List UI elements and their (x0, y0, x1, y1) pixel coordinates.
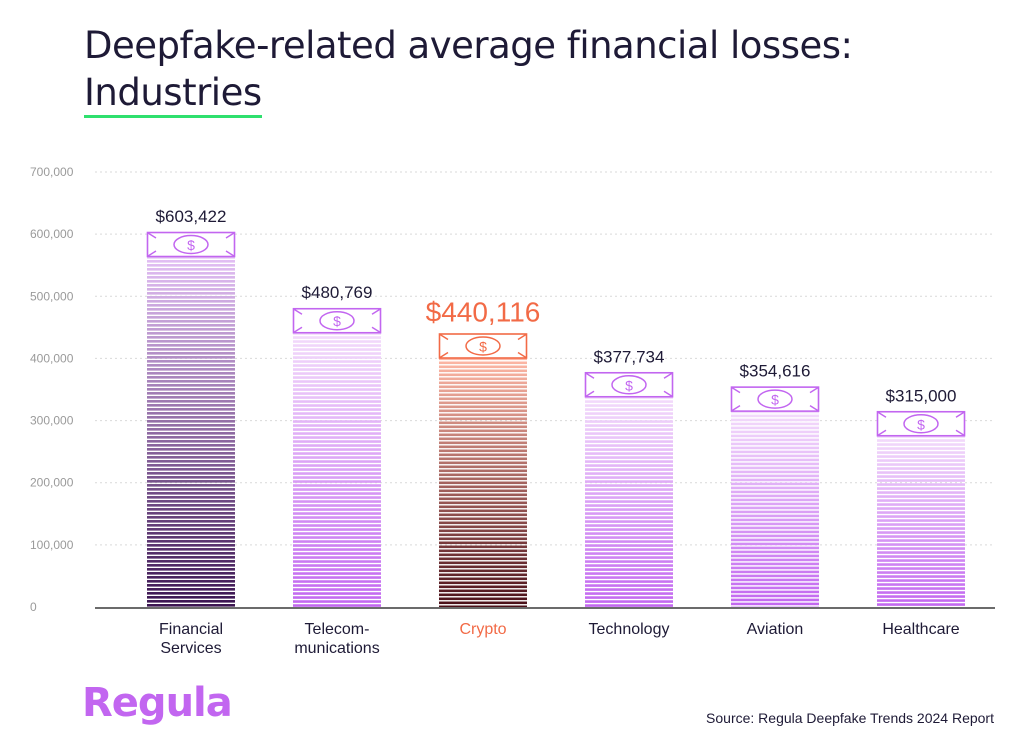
dollar-bill-icon: $ (438, 333, 528, 359)
svg-text:$: $ (333, 313, 341, 329)
svg-text:$: $ (771, 392, 779, 408)
value-label: $440,116 (426, 296, 541, 327)
category-label: Healthcare (882, 621, 959, 638)
category-label: Aviation (747, 621, 804, 638)
value-label: $315,000 (886, 386, 957, 405)
svg-text:$: $ (917, 416, 925, 432)
source-note: Source: Regula Deepfake Trends 2024 Repo… (706, 710, 994, 726)
y-tick-label: 100,000 (30, 538, 74, 552)
category-label: Crypto (459, 621, 506, 638)
bar-3 (585, 396, 673, 607)
dollar-bill-icon: $ (584, 371, 674, 398)
value-label: $603,422 (156, 207, 227, 226)
chart-title: Deepfake-related average financial losse… (84, 22, 853, 118)
value-label: $354,616 (740, 362, 811, 381)
svg-text:$: $ (187, 237, 195, 253)
bar-chart: 0 100,000 200,000 300,000 400,000 500,000 600,… (30, 165, 995, 657)
y-tick-label: 0 (30, 600, 37, 614)
category-label: Financial (159, 621, 223, 638)
dollar-bill-icon: $ (292, 307, 382, 334)
bar-0 (147, 256, 235, 607)
y-tick-label: 600,000 (30, 227, 74, 241)
dollar-bill-icon: $ (146, 231, 236, 258)
y-tick-label: 300,000 (30, 414, 74, 428)
category-label: Telecom- (305, 621, 370, 638)
category-label: munications (294, 640, 379, 657)
y-tick-label: 200,000 (30, 476, 74, 490)
bar-5 (877, 435, 965, 607)
y-tick-label: 700,000 (30, 165, 74, 179)
chart-title-line-2: Industries (84, 71, 262, 118)
category-label: Services (160, 640, 221, 657)
bar-4 (731, 410, 819, 607)
bar-2 (439, 357, 527, 607)
y-tick-label: 400,000 (30, 351, 74, 365)
value-label: $480,769 (302, 283, 373, 302)
category-label: Technology (589, 621, 670, 638)
svg-text:$: $ (625, 377, 633, 393)
y-tick-label: 500,000 (30, 289, 74, 303)
svg-text:$: $ (479, 338, 487, 354)
chart-title-line-1: Deepfake-related average financial losse… (84, 24, 853, 67)
bar-1 (293, 332, 381, 607)
regula-logo: Regula (82, 680, 233, 726)
dollar-bill-icon: $ (876, 410, 966, 437)
dollar-bill-icon: $ (730, 386, 820, 412)
value-label: $377,734 (594, 347, 665, 366)
